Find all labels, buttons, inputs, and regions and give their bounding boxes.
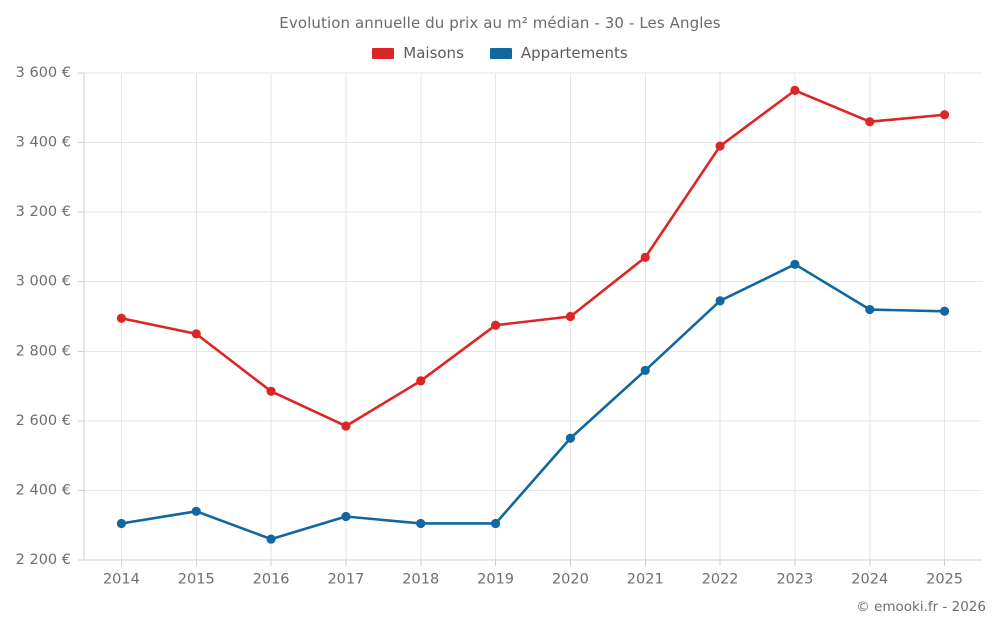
data-point-maisons-2017[interactable]	[341, 421, 351, 431]
legend-item-appartements[interactable]: Appartements	[489, 44, 628, 62]
data-point-appartements-2018[interactable]	[416, 518, 426, 529]
legend-label-maisons: Maisons	[403, 44, 464, 62]
x-tick-label: 2022	[702, 572, 739, 588]
x-axis-tick-labels: 2014 2015 2016 2017 2018 2019 2020 2021 2022 2023…	[103, 572, 963, 588]
data-point-maisons-2014[interactable]	[116, 313, 127, 323]
y-tick-label: 3 000 €	[16, 274, 71, 290]
x-tick-label: 2023	[776, 572, 813, 588]
data-point-maisons-2024[interactable]	[865, 117, 875, 127]
x-tick-label: 2021	[627, 572, 664, 588]
data-point-appartements-2020[interactable]	[565, 433, 576, 443]
gridlines-group	[84, 72, 982, 560]
y-tick-label: 2 800 €	[16, 343, 71, 359]
data-point-appartements-2015[interactable]	[191, 506, 201, 516]
series-line-maisons	[120, 89, 946, 428]
x-tick-label: 2015	[178, 572, 215, 588]
y-tick-label: 3 200 €	[16, 204, 71, 220]
x-tick-label: 2018	[402, 572, 439, 588]
data-point-appartements-2025[interactable]	[939, 306, 950, 316]
data-point-maisons-2022[interactable]	[715, 141, 725, 151]
data-point-maisons-2016[interactable]	[266, 386, 276, 396]
legend-swatch-appartements	[489, 47, 512, 59]
data-point-maisons-2015[interactable]	[191, 329, 201, 339]
legend-item-maisons[interactable]: Maisons	[372, 44, 464, 62]
data-point-maisons-2021[interactable]	[640, 252, 650, 262]
data-point-appartements-2019[interactable]	[490, 518, 501, 529]
legend-swatch-maisons	[372, 47, 395, 59]
data-point-appartements-2022[interactable]	[715, 296, 725, 306]
x-tick-label: 2016	[253, 572, 290, 588]
data-point-maisons-2018[interactable]	[416, 376, 426, 386]
y-tick-label: 3 400 €	[16, 135, 71, 151]
axes-group	[78, 72, 982, 566]
footer-credit: © emooki.fr - 2026	[856, 599, 986, 615]
chart-legend: Maisons Appartements	[0, 44, 1000, 62]
x-tick-label: 2019	[477, 572, 514, 588]
x-tick-label: 2025	[926, 572, 963, 588]
data-point-appartements-2017[interactable]	[341, 511, 351, 522]
y-tick-label: 3 600 €	[16, 65, 71, 81]
data-series-group	[116, 85, 950, 544]
x-tick-label: 2020	[552, 572, 589, 588]
y-tick-label: 2 200 €	[16, 552, 71, 568]
x-tick-label: 2024	[851, 572, 888, 588]
data-point-maisons-2023[interactable]	[790, 85, 800, 95]
x-tick-label: 2014	[103, 572, 140, 588]
data-point-maisons-2025[interactable]	[939, 110, 950, 120]
data-point-appartements-2014[interactable]	[116, 518, 127, 529]
y-tick-label: 2 600 €	[16, 413, 71, 429]
legend-label-appartements: Appartements	[520, 44, 628, 62]
data-point-appartements-2016[interactable]	[266, 534, 276, 544]
data-point-maisons-2019[interactable]	[490, 320, 501, 330]
data-point-appartements-2024[interactable]	[865, 304, 875, 315]
y-axis-tick-labels: 2 200 € 2 400 € 2 600 € 2 800 € 3 000 € 3 200…	[16, 65, 71, 568]
y-tick-label: 2 400 €	[16, 482, 71, 498]
data-point-appartements-2023[interactable]	[790, 259, 800, 269]
series-line-appartements	[120, 263, 946, 541]
x-tick-label: 2017	[327, 572, 364, 588]
data-point-maisons-2020[interactable]	[565, 311, 576, 322]
chart-title: Evolution annuelle du prix au m² médian …	[279, 14, 721, 32]
data-point-appartements-2021[interactable]	[640, 365, 650, 376]
